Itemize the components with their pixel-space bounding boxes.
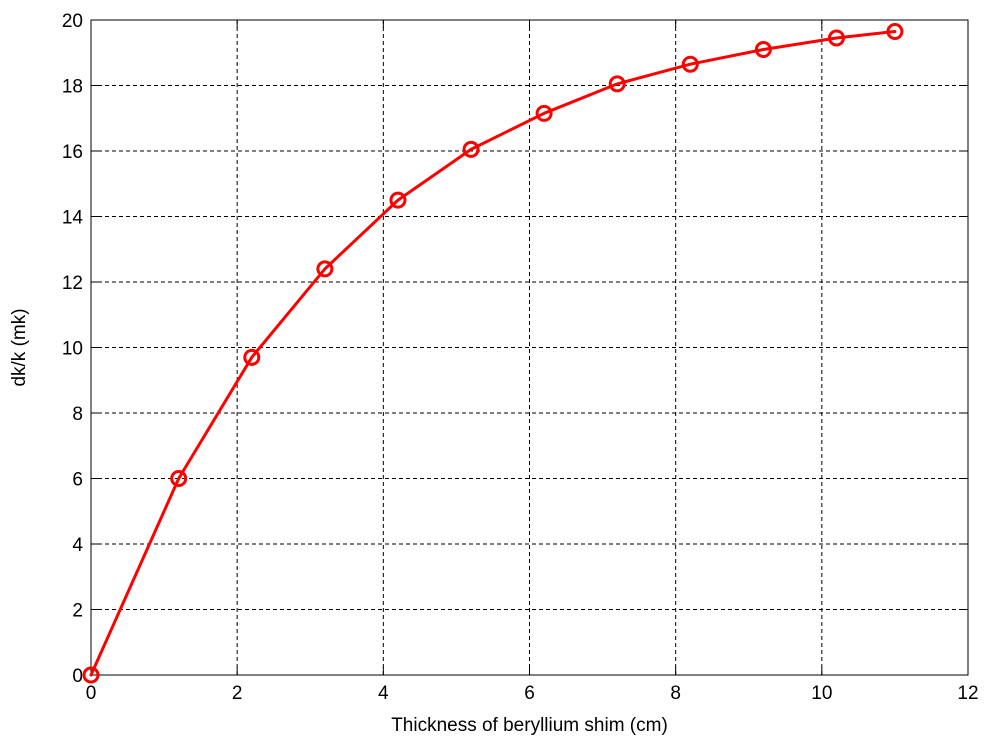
y-tick-label: 16: [62, 142, 83, 163]
y-tick-label: 0: [72, 666, 83, 687]
y-tick-label: 8: [72, 404, 83, 425]
x-tick-label: 6: [524, 683, 535, 704]
x-tick-label: 4: [378, 683, 389, 704]
data-point-marker: [243, 348, 261, 366]
data-point-marker: [754, 40, 772, 58]
y-tick-label: 20: [62, 11, 83, 32]
x-tick-label: 0: [86, 683, 97, 704]
y-tick-label: 4: [72, 535, 83, 556]
y-axis-title: dk/k (mk): [9, 308, 30, 386]
y-tick-label: 6: [72, 470, 83, 491]
x-tick-labels: 0 2 4 6 8 10 12: [86, 683, 979, 704]
y-tick-label: 2: [72, 601, 83, 622]
grid: [91, 20, 968, 675]
data-point-marker: [827, 29, 845, 47]
data-point-marker: [82, 666, 100, 684]
x-tick-label: 12: [957, 683, 978, 704]
data-point-marker: [389, 191, 407, 209]
y-tick-label: 14: [62, 208, 84, 229]
data-point-marker: [462, 140, 480, 158]
x-tick-label: 10: [811, 683, 832, 704]
series: [82, 22, 904, 684]
data-point-marker: [608, 75, 626, 93]
x-axis-title: Thickness of beryllium shim (cm): [391, 715, 668, 736]
y-tick-labels: 0 2 4 6 8 10 12 14 16 18 20: [62, 11, 84, 687]
data-point-marker: [316, 260, 334, 278]
x-tick-label: 2: [232, 683, 243, 704]
y-tick-label: 12: [62, 273, 83, 294]
axis-ticks: [90, 19, 969, 676]
series-line: [89, 30, 897, 677]
data-point-marker: [886, 22, 904, 40]
y-tick-label: 10: [62, 339, 83, 360]
data-point-marker: [681, 55, 699, 73]
plot-frame: [90, 19, 969, 676]
x-tick-label: 8: [670, 683, 681, 704]
data-point-marker: [170, 470, 188, 487]
y-tick-label: 18: [62, 77, 83, 98]
data-point-marker: [535, 104, 553, 122]
